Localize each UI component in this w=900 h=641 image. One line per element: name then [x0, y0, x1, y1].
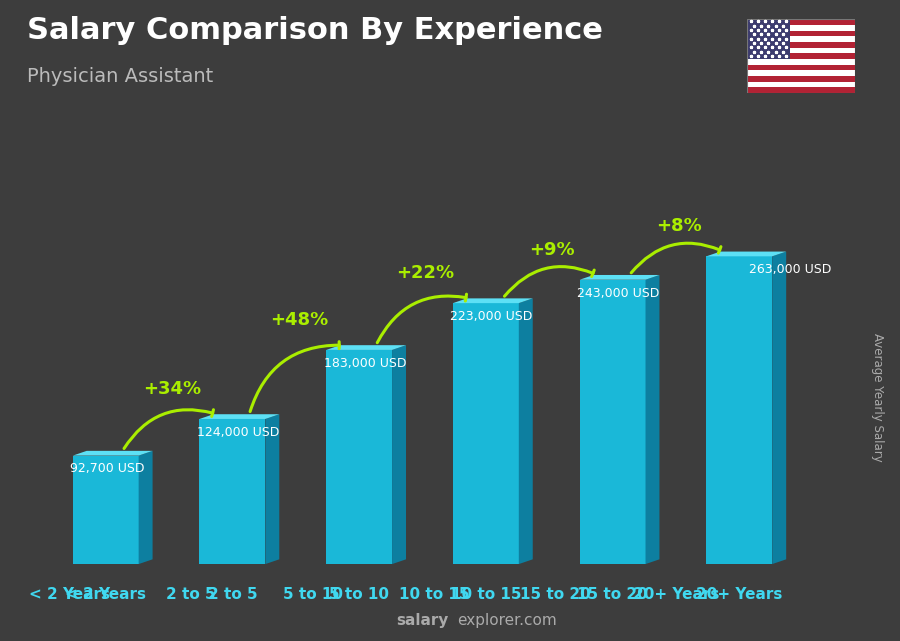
- Text: 92,700 USD: 92,700 USD: [70, 462, 145, 476]
- Bar: [747, 71, 855, 76]
- Text: +8%: +8%: [656, 217, 702, 235]
- Bar: [747, 53, 855, 59]
- Text: 20+ Years: 20+ Years: [696, 587, 782, 601]
- Polygon shape: [453, 303, 518, 564]
- Text: 263,000 USD: 263,000 USD: [750, 263, 832, 276]
- Bar: [747, 19, 790, 59]
- Polygon shape: [139, 451, 153, 564]
- Polygon shape: [73, 451, 153, 456]
- Text: +34%: +34%: [143, 380, 202, 398]
- Bar: [747, 19, 855, 25]
- Polygon shape: [580, 279, 645, 564]
- Bar: [747, 76, 855, 81]
- Polygon shape: [580, 275, 660, 279]
- Bar: [747, 25, 855, 31]
- Text: 10 to 15: 10 to 15: [451, 587, 521, 601]
- Bar: [747, 65, 855, 71]
- Bar: [747, 87, 855, 93]
- Text: Salary Comparison By Experience: Salary Comparison By Experience: [27, 16, 603, 45]
- Text: +22%: +22%: [397, 264, 454, 282]
- Polygon shape: [266, 414, 279, 564]
- Polygon shape: [518, 298, 533, 564]
- Polygon shape: [73, 456, 139, 564]
- Text: 223,000 USD: 223,000 USD: [450, 310, 533, 323]
- Text: 5 to 10: 5 to 10: [329, 587, 389, 601]
- Text: 15 to 20: 15 to 20: [519, 587, 590, 601]
- Text: Average Yearly Salary: Average Yearly Salary: [871, 333, 884, 462]
- Text: +48%: +48%: [270, 311, 328, 329]
- Text: < 2 Years: < 2 Years: [30, 587, 111, 601]
- Bar: [747, 42, 855, 47]
- Text: salary: salary: [396, 613, 448, 628]
- Polygon shape: [453, 298, 533, 303]
- Polygon shape: [645, 275, 660, 564]
- Bar: [747, 47, 855, 53]
- Text: 183,000 USD: 183,000 USD: [324, 357, 406, 370]
- Polygon shape: [200, 419, 266, 564]
- Text: Physician Assistant: Physician Assistant: [27, 67, 213, 87]
- Bar: [747, 81, 855, 87]
- Text: 15 to 20: 15 to 20: [577, 587, 648, 601]
- Text: 20+ Years: 20+ Years: [634, 587, 720, 601]
- Text: 2 to 5: 2 to 5: [166, 587, 216, 601]
- Text: explorer.com: explorer.com: [457, 613, 557, 628]
- Text: 243,000 USD: 243,000 USD: [577, 287, 660, 299]
- Polygon shape: [392, 345, 406, 564]
- Bar: [747, 59, 855, 65]
- Polygon shape: [706, 251, 787, 256]
- Text: < 2 Years: < 2 Years: [65, 587, 146, 601]
- Text: 10 to 15: 10 to 15: [399, 587, 469, 601]
- Text: +9%: +9%: [529, 240, 575, 258]
- Text: 124,000 USD: 124,000 USD: [197, 426, 279, 438]
- Text: 2 to 5: 2 to 5: [208, 587, 257, 601]
- Polygon shape: [706, 256, 772, 564]
- Polygon shape: [200, 414, 279, 419]
- Bar: [747, 31, 855, 37]
- Polygon shape: [326, 345, 406, 350]
- Bar: [747, 37, 855, 42]
- Polygon shape: [772, 251, 787, 564]
- Text: 5 to 10: 5 to 10: [283, 587, 343, 601]
- Polygon shape: [326, 350, 392, 564]
